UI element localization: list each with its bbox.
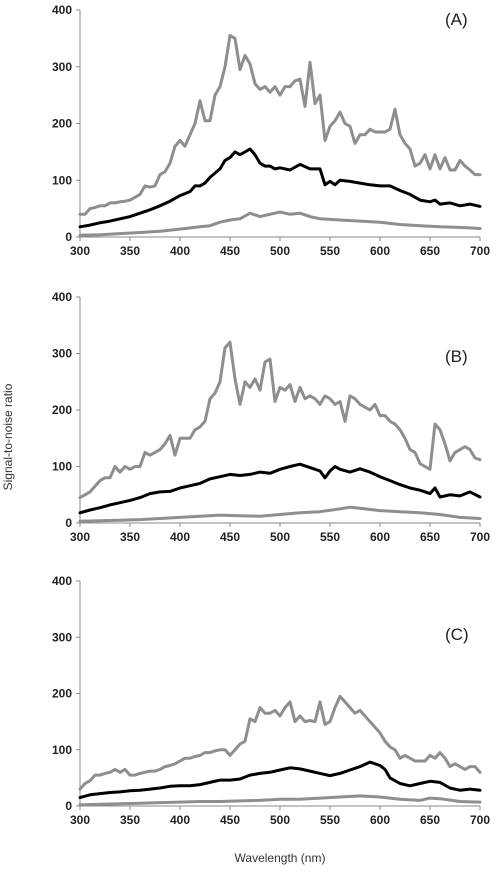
x-tick-label: 500 (270, 530, 290, 544)
series-line-mean (78, 760, 482, 800)
series-line-upper (78, 340, 482, 500)
x-tick-label: 300 (70, 813, 90, 827)
x-tick-label: 550 (320, 244, 340, 258)
x-tick-label: 350 (120, 530, 140, 544)
y-tick-label: 100 (52, 173, 72, 187)
x-tick-label: 300 (70, 244, 90, 258)
x-tick-label: 650 (420, 530, 440, 544)
chart-panel-3: 0 100 200 300 400 300 350 400 450 500 550 600 650 700… (52, 574, 490, 827)
y-tick-label: 0 (65, 516, 72, 530)
x-tick-label: 400 (170, 813, 190, 827)
series-line-lower (78, 505, 482, 523)
series-line-mean (78, 147, 482, 229)
x-tick-label: 450 (220, 244, 240, 258)
y-tick-label: 200 (52, 117, 72, 131)
x-tick-label: 700 (470, 813, 490, 827)
y-tick-label: 0 (65, 799, 72, 813)
y-tick-label: 400 (52, 574, 72, 588)
panel-label: (B) (445, 347, 468, 366)
chart-panel-1: 0 100 200 300 400 300 350 400 450 500 550 600 650 700… (52, 3, 490, 258)
x-tick-label: 500 (270, 244, 290, 258)
y-tick-label: 300 (52, 347, 72, 361)
y-tick-label: 100 (52, 743, 72, 757)
x-tick-label: 400 (170, 244, 190, 258)
panels: 0 100 200 300 400 300 350 400 450 500 550 600 650 700… (52, 3, 490, 827)
x-tick-label: 700 (470, 244, 490, 258)
y-tick-label: 400 (52, 3, 72, 17)
x-tick-label: 450 (220, 813, 240, 827)
x-tick-label: 600 (370, 530, 390, 544)
y-tick-label: 200 (52, 687, 72, 701)
x-tick-label: 350 (120, 244, 140, 258)
x-axis-title: Wavelength (nm) (235, 851, 326, 865)
y-tick-label: 300 (52, 630, 72, 644)
panel-label: (A) (445, 10, 468, 29)
x-tick-label: 500 (270, 813, 290, 827)
x-tick-label: 550 (320, 530, 340, 544)
y-tick-label: 400 (52, 290, 72, 304)
y-tick-label: 100 (52, 460, 72, 474)
series-line-upper (78, 694, 482, 791)
y-tick-label: 300 (52, 60, 72, 74)
x-tick-label: 650 (420, 813, 440, 827)
y-axis-title: Signal-to-noise ratio (1, 383, 15, 490)
series-line-upper (78, 34, 482, 216)
x-tick-label: 700 (470, 530, 490, 544)
x-tick-label: 550 (320, 813, 340, 827)
series-line-lower (78, 794, 482, 807)
x-tick-label: 650 (420, 244, 440, 258)
series-line-mean (78, 462, 482, 515)
x-tick-label: 450 (220, 530, 240, 544)
x-tick-label: 300 (70, 530, 90, 544)
series-line-lower (78, 210, 482, 237)
panel-label: (C) (445, 625, 469, 644)
x-tick-label: 600 (370, 813, 390, 827)
y-tick-label: 0 (65, 230, 72, 244)
x-tick-label: 350 (120, 813, 140, 827)
x-tick-label: 600 (370, 244, 390, 258)
y-tick-label: 200 (52, 403, 72, 417)
chart-panel-2: 0 100 200 300 400 300 350 400 450 500 550 600 650 700… (52, 290, 490, 544)
x-tick-label: 400 (170, 530, 190, 544)
